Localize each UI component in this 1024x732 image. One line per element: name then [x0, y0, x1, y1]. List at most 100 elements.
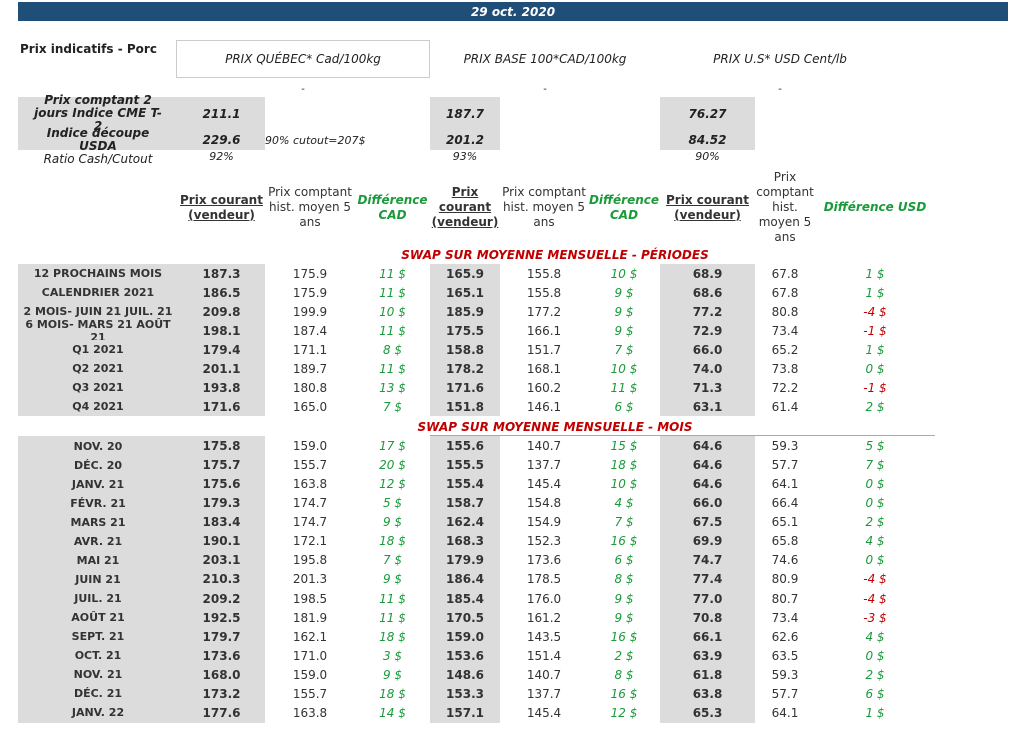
cell: 65.1	[771, 515, 799, 530]
cell: 7 $	[865, 458, 885, 473]
cell: 160.2	[526, 380, 562, 395]
cell: 77.2	[660, 302, 755, 321]
cell: 66.0	[660, 340, 755, 359]
cell: 0 $	[865, 496, 885, 511]
summary-label: Prix comptant 2 jours Indice CME T-2	[18, 94, 178, 133]
cell: 16 $	[610, 686, 638, 701]
summary-value: 84.52	[660, 130, 755, 150]
cell: 151.7	[526, 342, 562, 357]
row-label: AVR. 21	[18, 531, 178, 552]
cell: 70.8	[660, 607, 755, 628]
cell: 67.5	[660, 512, 755, 533]
cell: 173.6	[526, 553, 562, 568]
cell: 14 $	[379, 705, 406, 720]
cell: 6 $	[614, 553, 634, 568]
cell: 199.9	[292, 304, 328, 319]
cell: 158.7	[430, 493, 500, 514]
cell: 198.5	[292, 591, 328, 606]
cell: 148.6	[430, 664, 500, 685]
cell: 18 $	[379, 686, 406, 701]
cell: 154.8	[526, 496, 562, 511]
row-label: DÉC. 20	[18, 455, 178, 476]
cell: 190.1	[178, 531, 265, 552]
cell: 145.4	[526, 705, 562, 720]
group-header: PRIX U.S* USD Cent/lb	[713, 52, 847, 66]
cell: 168.3	[430, 531, 500, 552]
cell: 4 $	[865, 534, 885, 549]
cell: 6 $	[865, 686, 885, 701]
cell: -4 $	[863, 591, 887, 606]
cell: 15 $	[610, 439, 638, 453]
cell: 65.2	[771, 342, 799, 357]
column-header: Différence CAD	[588, 192, 660, 222]
cell: 18 $	[379, 629, 406, 644]
cell: 155.8	[526, 285, 562, 300]
cell: 71.3	[660, 378, 755, 397]
cell: 174.7	[292, 496, 328, 511]
cell: 8 $	[614, 572, 634, 587]
cell: 16 $	[610, 629, 638, 644]
cell: 168.0	[178, 664, 265, 685]
cell: 165.9	[430, 264, 500, 283]
row-label: JUIN 21	[18, 569, 178, 590]
cell: 11 $	[379, 285, 406, 300]
cell: 154.9	[526, 515, 562, 530]
row-label: 12 PROCHAINS MOIS	[18, 264, 178, 283]
cell: 179.3	[178, 493, 265, 514]
cell: 155.7	[292, 458, 328, 473]
cell: 10 $	[610, 266, 638, 281]
cell: 165.1	[430, 283, 500, 302]
cell: -4 $	[863, 572, 887, 587]
cell: -4 $	[863, 304, 887, 319]
cell: 173.2	[178, 683, 265, 704]
row-label: MAI 21	[18, 550, 178, 571]
row-label: JANV. 22	[18, 702, 178, 723]
summary-label: Ratio Cash/Cutout	[43, 151, 153, 166]
cell: 163.8	[292, 477, 328, 492]
cell: 179.4	[178, 340, 265, 359]
cell: 0 $	[865, 477, 885, 492]
cell: 210.3	[178, 569, 265, 590]
cell: 155.5	[430, 455, 500, 476]
cell: 7 $	[614, 342, 634, 357]
group-box	[176, 40, 430, 78]
cell: 17 $	[379, 439, 406, 453]
cell: 151.4	[526, 648, 562, 663]
cell: 173.6	[178, 645, 265, 666]
cell: 140.7	[526, 439, 562, 453]
page-title: Prix indicatifs - Porc	[20, 42, 157, 56]
cell: 57.7	[771, 458, 799, 473]
cell: 175.6	[178, 474, 265, 495]
cell: 153.6	[430, 645, 500, 666]
cell: 171.1	[292, 342, 328, 357]
cell: 1 $	[865, 705, 885, 720]
row-label: NOV. 21	[18, 664, 178, 685]
cell: 8 $	[382, 342, 403, 357]
cell: 9 $	[382, 515, 403, 530]
cell: 59.3	[771, 439, 799, 453]
cell: 9 $	[614, 610, 634, 625]
cell: 5 $	[865, 439, 885, 453]
cell: 64.6	[660, 455, 755, 476]
cell: 73.8	[771, 361, 799, 376]
cell: 65.8	[771, 534, 799, 549]
cell: 179.7	[178, 626, 265, 647]
cell: 186.4	[430, 569, 500, 590]
cell: 65.3	[660, 702, 755, 723]
cell: 203.1	[178, 550, 265, 571]
group-header: PRIX QUÉBEC* Cad/100kg	[225, 52, 381, 66]
cell: 8 $	[614, 667, 634, 682]
column-header: Différence USD	[823, 200, 927, 214]
cell: 146.1	[526, 399, 562, 414]
cell: 189.7	[292, 361, 328, 376]
cell: 7 $	[614, 515, 634, 530]
cell: 6 $	[614, 399, 634, 414]
cell: 157.1	[430, 702, 500, 723]
cell: -3 $	[863, 610, 887, 625]
cell: 178.2	[430, 359, 500, 378]
cell: 170.5	[430, 607, 500, 628]
cell: 9 $	[614, 285, 634, 300]
row-label: JANV. 21	[18, 474, 178, 495]
cell: 0 $	[865, 648, 885, 663]
cell: 209.8	[178, 302, 265, 321]
